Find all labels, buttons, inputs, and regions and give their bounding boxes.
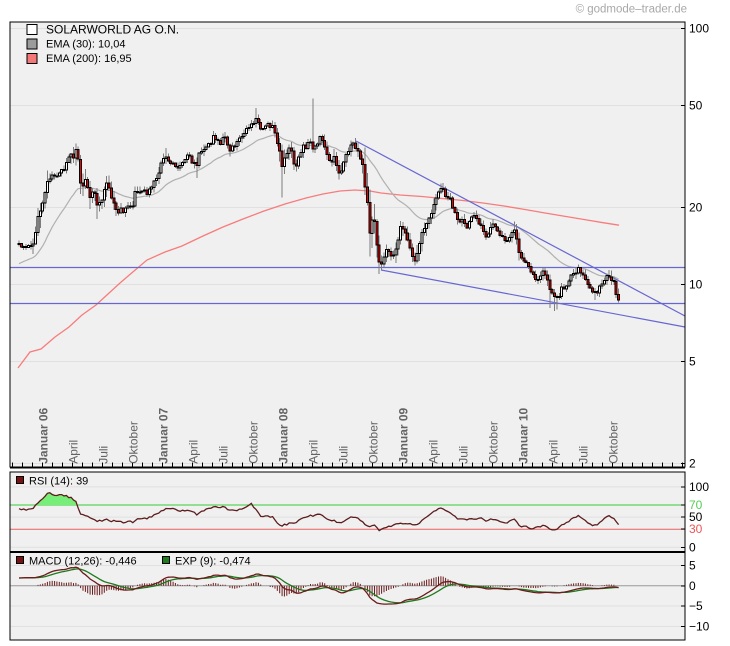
svg-text:EMA (30): 10,04: EMA (30): 10,04 — [46, 38, 126, 50]
svg-text:−10: −10 — [689, 619, 710, 633]
svg-text:Juli: Juli — [217, 446, 231, 464]
svg-text:5: 5 — [689, 559, 696, 573]
svg-text:20: 20 — [689, 201, 703, 215]
svg-text:Oktober: Oktober — [127, 421, 141, 464]
svg-text:April: April — [427, 440, 441, 464]
svg-text:April: April — [67, 440, 81, 464]
svg-text:© godmode–trader.de: © godmode–trader.de — [576, 4, 687, 16]
svg-text:70: 70 — [689, 498, 703, 512]
svg-text:50: 50 — [689, 99, 703, 113]
svg-text:30: 30 — [689, 522, 703, 536]
svg-text:Oktober: Oktober — [607, 421, 621, 464]
svg-text:0: 0 — [689, 579, 696, 593]
svg-text:Oktober: Oktober — [367, 421, 381, 464]
svg-text:EXP (9): -0,474: EXP (9): -0,474 — [175, 556, 251, 568]
svg-text:5: 5 — [689, 355, 696, 369]
svg-text:April: April — [307, 440, 321, 464]
svg-text:Oktober: Oktober — [247, 421, 261, 464]
svg-text:Januar 06: Januar 06 — [37, 407, 51, 463]
svg-text:SOLARWORLD AG O.N.: SOLARWORLD AG O.N. — [46, 23, 179, 37]
svg-text:0: 0 — [689, 540, 696, 554]
svg-text:Januar 09: Januar 09 — [397, 407, 411, 463]
svg-text:April: April — [187, 440, 201, 464]
svg-text:2: 2 — [689, 457, 696, 471]
svg-text:Juli: Juli — [457, 446, 471, 464]
svg-text:EMA (200): 16,95: EMA (200): 16,95 — [46, 53, 132, 65]
svg-text:100: 100 — [689, 480, 709, 494]
svg-text:Januar 07: Januar 07 — [157, 407, 171, 463]
svg-text:MACD (12,26): -0,446: MACD (12,26): -0,446 — [29, 556, 137, 568]
svg-text:Juli: Juli — [577, 446, 591, 464]
svg-text:100: 100 — [689, 21, 709, 35]
svg-text:50: 50 — [689, 510, 703, 524]
svg-text:10: 10 — [689, 278, 703, 292]
svg-text:Januar 10: Januar 10 — [517, 407, 531, 463]
svg-text:−5: −5 — [689, 599, 703, 613]
svg-text:RSI (14): 39: RSI (14): 39 — [29, 476, 88, 488]
svg-text:Oktober: Oktober — [487, 421, 501, 464]
svg-text:Juli: Juli — [337, 446, 351, 464]
svg-text:Juli: Juli — [97, 446, 111, 464]
svg-text:April: April — [547, 440, 561, 464]
svg-text:Januar 08: Januar 08 — [277, 407, 291, 463]
